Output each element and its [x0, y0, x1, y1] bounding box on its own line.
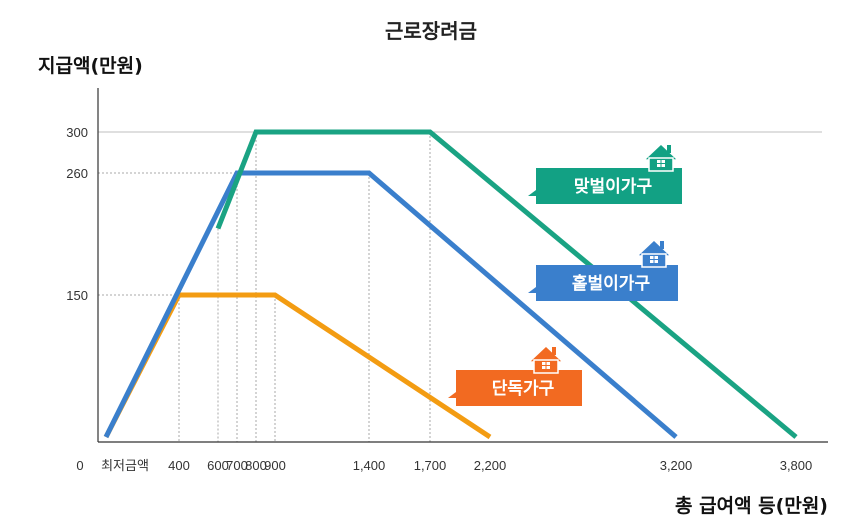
- x-axis-title: 총 급여액 등(만원): [675, 495, 828, 517]
- x-tick-label: 0: [76, 458, 83, 473]
- legend-box: [536, 265, 678, 301]
- y-tick-label: 260: [66, 166, 88, 181]
- house-icon: [642, 142, 680, 172]
- y-axis-title: 지급액(만원): [38, 55, 143, 77]
- x-tick-label: 600: [207, 458, 229, 473]
- legend-item-1: 맞벌이가구: [528, 142, 682, 204]
- x-tick-label: 1,400: [353, 458, 386, 473]
- x-tick-label: 800: [245, 458, 267, 473]
- legend-label: 단독가구: [492, 379, 555, 399]
- y-tick-label: 150: [66, 288, 88, 303]
- legend-item-2: 홑벌이가구: [528, 238, 678, 301]
- legend-item-3: 단독가구: [448, 344, 582, 406]
- legend-box: [536, 168, 682, 204]
- y-axis-ticks: 150 260 300: [66, 125, 88, 303]
- legend-label: 맞벌이가구: [574, 177, 653, 197]
- legend-box: [456, 370, 582, 406]
- x-tick-label: 400: [168, 458, 190, 473]
- x-tick-label: 최저금액: [101, 458, 149, 473]
- y-tick-label: 300: [66, 125, 88, 140]
- x-tick-label: 2,200: [474, 458, 507, 473]
- series-line-2: [103, 170, 678, 439]
- house-icon: [635, 238, 673, 268]
- house-icon: [527, 344, 565, 374]
- x-tick-label: 1,700: [414, 458, 447, 473]
- x-tick-label: 900: [264, 458, 286, 473]
- x-tick-label: 3,800: [780, 458, 813, 473]
- legend-label: 홑벌이가구: [572, 273, 651, 294]
- series-lines: [103, 129, 798, 440]
- x-tick-label: 3,200: [660, 458, 693, 473]
- chart-title: 근로장려금: [385, 19, 477, 43]
- x-tick-label: 700: [226, 458, 248, 473]
